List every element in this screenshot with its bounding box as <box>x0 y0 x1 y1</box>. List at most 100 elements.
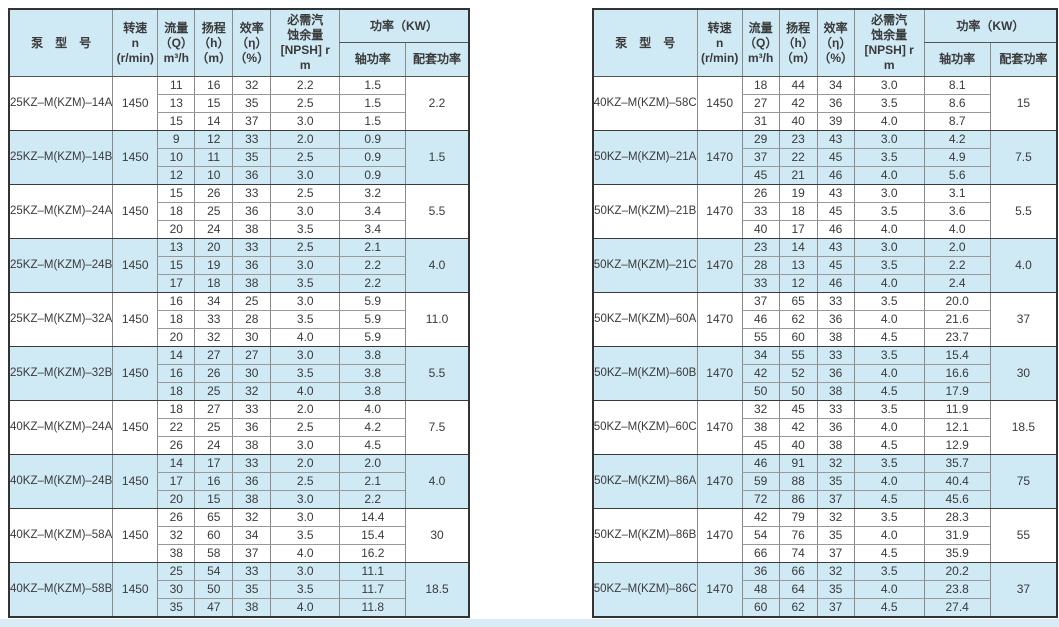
cell-npsh: 2.0 <box>270 454 340 473</box>
page-bottom-strip <box>0 619 1059 627</box>
cell-speed: 1470 <box>696 562 743 617</box>
cell-flow: 17 <box>157 274 195 293</box>
cell-efficiency: 36 <box>232 256 271 275</box>
cell-flow: 32 <box>157 526 195 545</box>
table-row: 45 40 38 4.5 12.9 <box>593 436 1057 455</box>
cell-head: 79 <box>778 508 818 527</box>
cell-matched-power: 30 <box>989 346 1058 401</box>
table-row: 40 17 46 4.0 4.0 <box>593 220 1057 239</box>
cell-npsh: 3.0 <box>853 184 925 203</box>
cell-npsh: 3.5 <box>853 256 925 275</box>
cell-flow: 18 <box>157 202 195 221</box>
cell-matched-power: 5.5 <box>989 184 1058 239</box>
cell-npsh: 3.0 <box>270 166 340 185</box>
cell-head: 19 <box>778 184 818 203</box>
cell-speed: 1470 <box>696 238 743 293</box>
cell-npsh: 4.0 <box>853 364 925 383</box>
cell-head: 16 <box>194 76 233 95</box>
cell-head: 27 <box>194 346 233 365</box>
cell-efficiency: 36 <box>816 418 855 437</box>
cell-efficiency: 33 <box>816 292 855 311</box>
cell-head: 40 <box>778 112 818 131</box>
table-row: 35 47 38 4.0 11.8 <box>9 598 469 617</box>
col-header-head: 扬程 （h） （m） <box>194 9 233 77</box>
table-body: 25KZ–M(KZM)–14A 1450 11 16 32 2.2 1.5 2.2 13 15 35… <box>8 76 469 617</box>
cell-head: 60 <box>194 526 233 545</box>
cell-speed: 1470 <box>696 400 743 455</box>
table-row: 46 62 36 4.0 21.6 <box>593 310 1057 329</box>
cell-npsh: 2.5 <box>270 238 340 257</box>
cell-head: 24 <box>194 436 233 455</box>
cell-model: 25KZ–M(KZM)–32A <box>8 292 113 347</box>
cell-efficiency: 33 <box>816 346 855 365</box>
cell-head: 42 <box>778 94 818 113</box>
cell-flow: 33 <box>741 202 780 221</box>
cell-flow: 33 <box>741 274 780 293</box>
pump-table-left: 泵 型 号 转速 n (r/min) 流量 （Q） m³/h 扬程 （h） （m） 效率 （η… <box>8 8 470 618</box>
cell-efficiency: 33 <box>232 130 271 149</box>
cell-shaft-power: 3.4 <box>339 220 406 239</box>
cell-efficiency: 46 <box>816 220 855 239</box>
cell-flow: 26 <box>741 184 780 203</box>
cell-flow: 11 <box>157 76 195 95</box>
cell-npsh: 2.5 <box>270 472 340 491</box>
cell-flow: 40 <box>741 220 780 239</box>
cell-efficiency: 43 <box>816 238 855 257</box>
cell-matched-power: 5.5 <box>405 184 469 239</box>
cell-shaft-power: 11.9 <box>923 400 991 419</box>
col-header-shaft-power: 轴功率 <box>339 42 406 77</box>
table-row: 22 25 36 2.5 4.2 <box>9 418 469 437</box>
table-row: 18 25 32 4.0 3.8 <box>9 382 469 401</box>
cell-flow: 12 <box>157 166 195 185</box>
cell-matched-power: 2.2 <box>405 76 469 131</box>
cell-flow: 30 <box>157 580 195 599</box>
cell-npsh: 4.0 <box>270 544 340 563</box>
cell-efficiency: 37 <box>816 544 855 563</box>
cell-npsh: 2.5 <box>270 94 340 113</box>
table-header: 泵 型 号 转速 n (r/min) 流量 （Q） m³/h 扬程 （h） （m） 效率 （η… <box>592 9 1058 77</box>
cell-model: 50KZ–M(KZM)–21B <box>592 184 698 239</box>
cell-head: 52 <box>778 364 818 383</box>
table-row: 27 42 36 3.5 8.6 <box>593 94 1057 113</box>
cell-npsh: 2.5 <box>270 418 340 437</box>
col-header-speed: 转速 n (r/min) <box>112 9 158 77</box>
cell-flow: 26 <box>157 508 195 527</box>
tables-container: 泵 型 号 转速 n (r/min) 流量 （Q） m³/h 扬程 （h） （m） 效率 （η… <box>8 8 1059 618</box>
cell-efficiency: 35 <box>816 580 855 599</box>
cell-npsh: 4.0 <box>853 418 925 437</box>
cell-efficiency: 45 <box>816 148 855 167</box>
table-row: 10 11 35 2.5 0.9 <box>9 148 469 167</box>
cell-shaft-power: 4.5 <box>339 436 406 455</box>
cell-speed: 1450 <box>112 346 158 401</box>
table-row: 18 25 36 3.0 3.4 <box>9 202 469 221</box>
cell-flow: 28 <box>741 256 780 275</box>
cell-head: 58 <box>194 544 233 563</box>
table-row: 50KZ–M(KZM)–21A 1470 29 23 43 3.0 4.2 7.5 <box>592 130 1058 185</box>
table-row: 40KZ–M(KZM)–58A 1450 26 65 32 3.0 14.4 30 <box>8 508 469 563</box>
cell-head: 24 <box>194 220 233 239</box>
cell-shaft-power: 16.2 <box>339 544 406 563</box>
cell-efficiency: 37 <box>816 490 855 509</box>
cell-efficiency: 33 <box>232 562 271 581</box>
cell-model: 40KZ–M(KZM)–24B <box>8 454 113 509</box>
cell-efficiency: 32 <box>816 562 855 581</box>
cell-efficiency: 33 <box>232 400 271 419</box>
cell-efficiency: 39 <box>816 112 855 131</box>
cell-flow: 55 <box>741 328 780 347</box>
col-header-head: 扬程 （h） （m） <box>778 9 818 77</box>
cell-speed: 1450 <box>112 130 158 185</box>
cell-flow: 38 <box>157 544 195 563</box>
cell-head: 17 <box>194 454 233 473</box>
cell-efficiency: 45 <box>816 256 855 275</box>
cell-head: 21 <box>778 166 818 185</box>
col-header-flow: 流量 （Q） m³/h <box>741 9 780 77</box>
cell-matched-power: 18.5 <box>989 400 1058 455</box>
cell-shaft-power: 16.6 <box>923 364 991 383</box>
cell-model: 25KZ–M(KZM)–24A <box>8 184 113 239</box>
cell-speed: 1450 <box>112 184 158 239</box>
cell-shaft-power: 2.0 <box>923 238 991 257</box>
cell-shaft-power: 0.9 <box>339 130 406 149</box>
cell-efficiency: 32 <box>816 454 855 473</box>
cell-efficiency: 43 <box>816 130 855 149</box>
